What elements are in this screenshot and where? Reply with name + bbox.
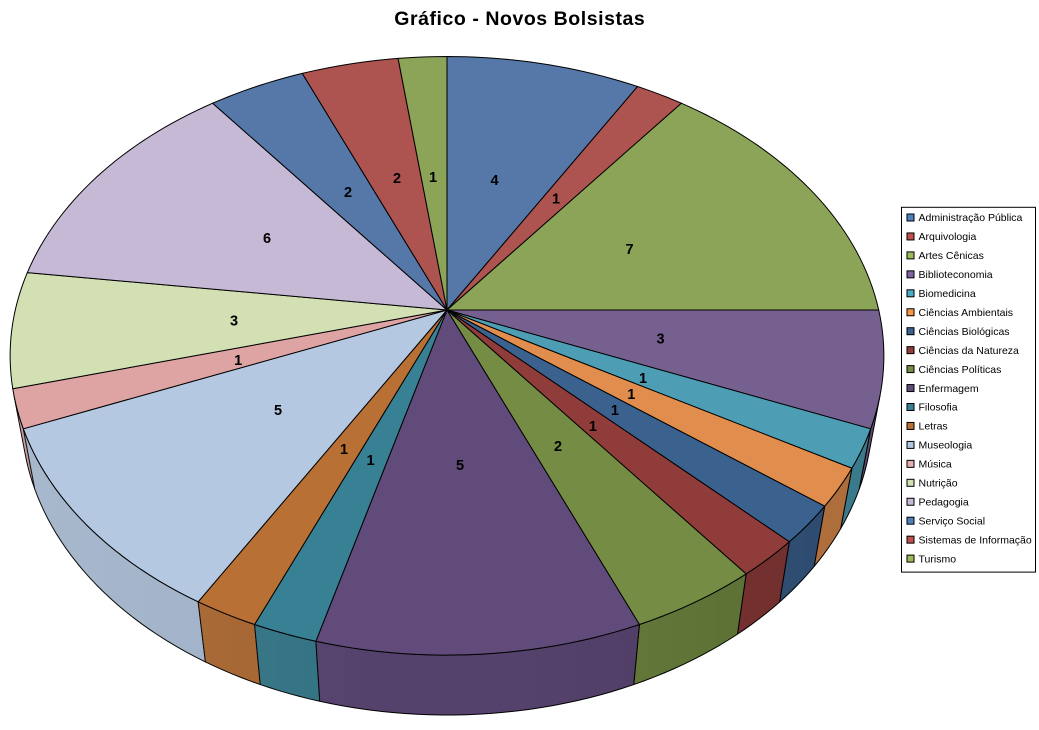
svg-text:1: 1 — [639, 371, 647, 387]
svg-text:Ciências Políticas: Ciências Políticas — [919, 364, 1002, 376]
svg-text:Biblioteconomia: Biblioteconomia — [919, 269, 993, 281]
svg-text:Serviço Social: Serviço Social — [919, 515, 986, 527]
svg-text:4: 4 — [490, 173, 498, 189]
svg-text:2: 2 — [344, 185, 352, 201]
svg-text:Letras: Letras — [919, 421, 948, 433]
svg-text:Turismo: Turismo — [919, 553, 957, 565]
svg-text:Sistemas de Informação: Sistemas de Informação — [919, 534, 1032, 546]
svg-text:Gráfico - Novos Bolsistas: Gráfico - Novos Bolsistas — [394, 8, 645, 30]
svg-text:Biomedicina: Biomedicina — [919, 288, 976, 300]
svg-text:6: 6 — [263, 231, 271, 247]
svg-text:7: 7 — [625, 242, 633, 258]
svg-text:Artes Cênicas: Artes Cênicas — [919, 250, 984, 262]
svg-text:2: 2 — [554, 439, 562, 455]
svg-text:1: 1 — [627, 387, 635, 403]
svg-text:1: 1 — [234, 353, 242, 369]
svg-text:3: 3 — [656, 331, 664, 347]
svg-text:Arquivologia: Arquivologia — [919, 231, 977, 243]
svg-text:5: 5 — [274, 403, 282, 419]
svg-text:Pedagogia: Pedagogia — [919, 496, 969, 508]
svg-text:1: 1 — [589, 419, 597, 435]
svg-text:Música: Música — [919, 459, 952, 471]
svg-text:1: 1 — [552, 192, 560, 208]
svg-text:Enfermagem: Enfermagem — [919, 383, 979, 395]
svg-text:Museologia: Museologia — [919, 440, 973, 452]
svg-text:2: 2 — [393, 171, 401, 187]
svg-text:1: 1 — [366, 453, 374, 469]
svg-text:3: 3 — [230, 314, 238, 330]
svg-text:Filosofia: Filosofia — [919, 402, 958, 414]
svg-text:5: 5 — [456, 458, 464, 474]
svg-text:1: 1 — [340, 442, 348, 458]
svg-text:Ciências Biológicas: Ciências Biológicas — [919, 326, 1010, 338]
svg-text:1: 1 — [429, 170, 437, 186]
svg-text:Nutrição: Nutrição — [919, 478, 958, 490]
svg-text:1: 1 — [611, 403, 619, 419]
svg-text:Ciências Ambientais: Ciências Ambientais — [919, 307, 1014, 319]
svg-text:Ciências da Natureza: Ciências da Natureza — [919, 345, 1020, 357]
svg-text:Administração Pública: Administração Pública — [919, 212, 1023, 224]
